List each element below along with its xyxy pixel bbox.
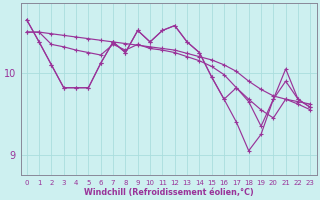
- X-axis label: Windchill (Refroidissement éolien,°C): Windchill (Refroidissement éolien,°C): [84, 188, 253, 197]
